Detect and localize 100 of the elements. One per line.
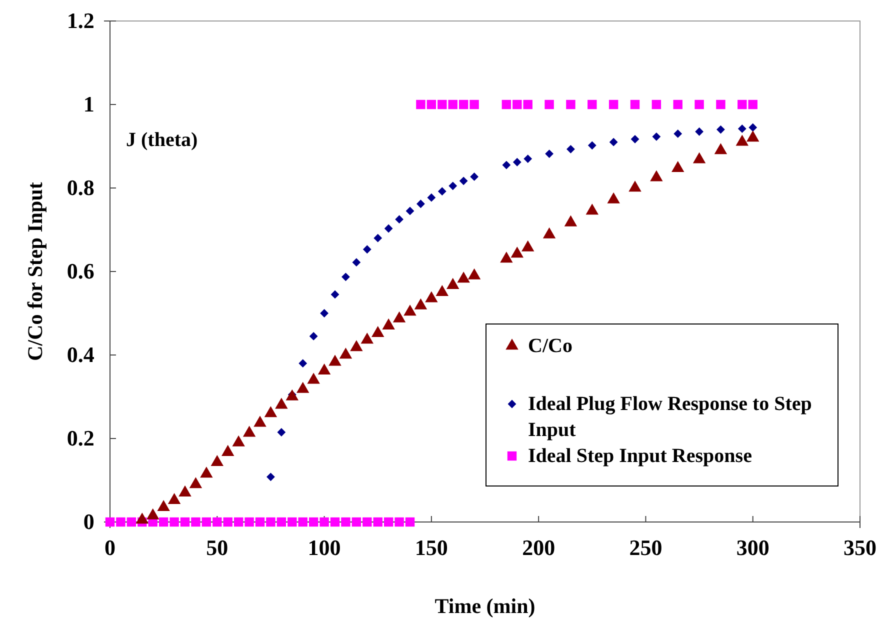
point bbox=[394, 517, 404, 527]
point bbox=[266, 517, 276, 527]
x-tick-label: 250 bbox=[629, 535, 662, 560]
point bbox=[255, 517, 265, 527]
point bbox=[608, 100, 618, 110]
point bbox=[716, 125, 725, 134]
point bbox=[652, 100, 662, 110]
point bbox=[524, 154, 532, 163]
point bbox=[566, 144, 575, 154]
point bbox=[512, 158, 522, 166]
point bbox=[695, 127, 704, 136]
point bbox=[674, 130, 682, 138]
point bbox=[470, 172, 478, 181]
point bbox=[223, 517, 232, 527]
x-tick-label: 200 bbox=[522, 535, 556, 560]
point bbox=[277, 428, 286, 436]
point bbox=[588, 141, 596, 150]
point bbox=[244, 517, 254, 527]
point bbox=[406, 206, 414, 216]
point bbox=[308, 517, 318, 527]
x-axis-title: Time (min) bbox=[434, 594, 536, 618]
x-tick-label: 300 bbox=[736, 535, 770, 560]
point bbox=[288, 517, 297, 527]
point bbox=[320, 517, 329, 527]
point bbox=[523, 100, 532, 110]
point bbox=[212, 517, 222, 527]
point bbox=[158, 517, 168, 527]
point bbox=[234, 517, 244, 527]
point bbox=[652, 132, 661, 141]
point bbox=[416, 200, 425, 208]
point bbox=[298, 359, 308, 368]
point bbox=[458, 100, 468, 110]
point bbox=[342, 272, 350, 282]
point bbox=[384, 224, 393, 233]
point bbox=[609, 138, 618, 146]
point bbox=[502, 160, 511, 170]
y-tick-label: 0.2 bbox=[66, 426, 94, 451]
point bbox=[309, 332, 318, 340]
y-tick-label: 0.6 bbox=[66, 258, 94, 284]
point bbox=[276, 517, 286, 527]
point bbox=[459, 176, 468, 186]
point bbox=[512, 100, 522, 110]
point bbox=[362, 517, 372, 527]
point bbox=[738, 124, 746, 133]
point bbox=[374, 234, 382, 242]
point bbox=[352, 258, 361, 267]
legend-label: Ideal Plug Flow Response to Step Input bbox=[528, 393, 812, 441]
point bbox=[266, 472, 275, 482]
point bbox=[427, 193, 436, 202]
point bbox=[362, 245, 372, 254]
point bbox=[738, 100, 747, 110]
point bbox=[373, 517, 382, 527]
x-tick-label: 350 bbox=[844, 535, 876, 560]
point bbox=[352, 517, 362, 527]
point bbox=[448, 182, 458, 190]
x-tick-label: 50 bbox=[206, 535, 228, 560]
point bbox=[341, 517, 350, 527]
point bbox=[384, 517, 394, 527]
point bbox=[694, 100, 704, 110]
legend-label: C/Co bbox=[528, 335, 572, 357]
point bbox=[544, 100, 554, 110]
point bbox=[566, 100, 576, 110]
point bbox=[416, 100, 426, 110]
point bbox=[126, 517, 136, 527]
y-tick-label: 0.8 bbox=[66, 175, 94, 200]
point bbox=[748, 123, 758, 132]
y-tick-label: 1.2 bbox=[66, 8, 94, 34]
point bbox=[545, 150, 554, 158]
point bbox=[448, 100, 458, 110]
point bbox=[502, 100, 512, 110]
point bbox=[405, 517, 415, 527]
point bbox=[438, 187, 446, 196]
legend-label: Ideal Step Input Response bbox=[528, 445, 752, 467]
point bbox=[470, 100, 479, 110]
point bbox=[170, 517, 179, 527]
point bbox=[438, 100, 447, 110]
point bbox=[395, 215, 404, 224]
point bbox=[716, 100, 726, 110]
point bbox=[630, 100, 640, 110]
point bbox=[298, 517, 308, 527]
point bbox=[330, 290, 340, 299]
point bbox=[588, 100, 597, 110]
y-tick-label: 0 bbox=[83, 509, 94, 534]
point bbox=[426, 100, 436, 110]
point bbox=[630, 134, 640, 144]
y-tick-label: 0.4 bbox=[66, 342, 94, 368]
point bbox=[202, 517, 212, 527]
point bbox=[191, 517, 200, 527]
point bbox=[116, 517, 126, 527]
x-tick-label: 150 bbox=[414, 535, 448, 560]
x-tick-label: 100 bbox=[308, 535, 341, 560]
point bbox=[330, 517, 340, 527]
point bbox=[673, 100, 682, 110]
point bbox=[748, 100, 758, 110]
y-axis-title: C/Co for Step Input bbox=[23, 182, 47, 361]
y-tick-label: 1 bbox=[83, 92, 94, 117]
annotation: J (theta) bbox=[126, 129, 198, 151]
point bbox=[180, 517, 190, 527]
x-tick-label: 0 bbox=[104, 535, 116, 560]
point bbox=[105, 517, 115, 527]
